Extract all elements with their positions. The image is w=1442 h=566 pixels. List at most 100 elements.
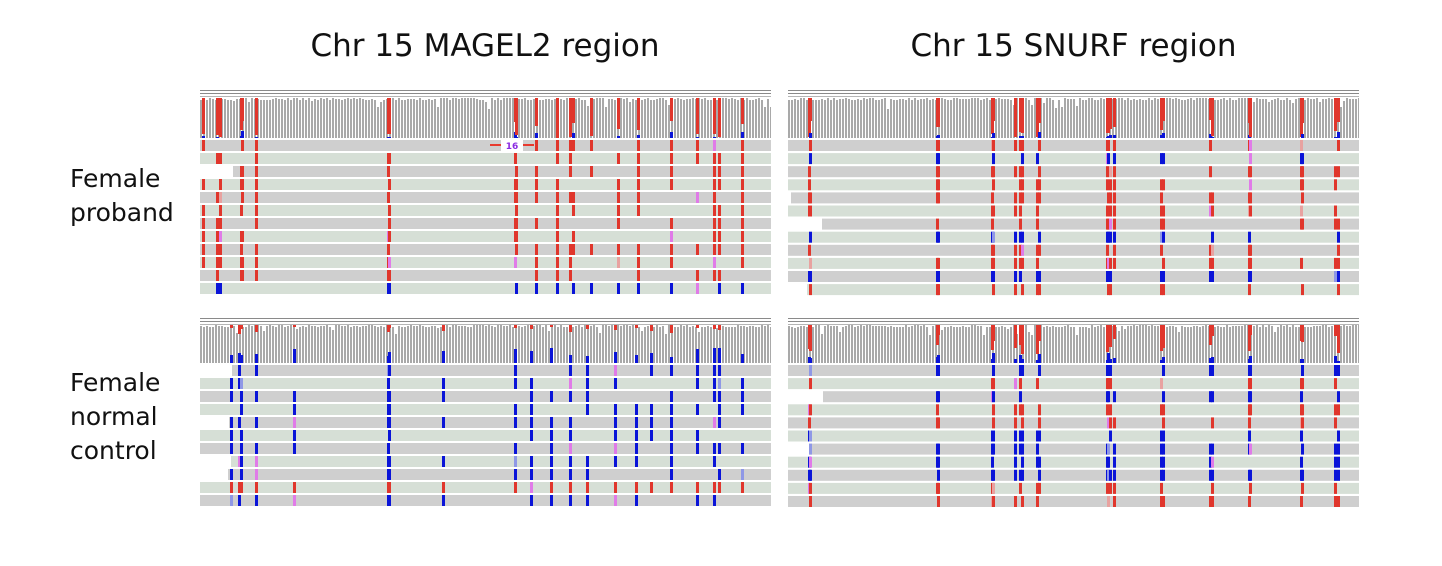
coverage-bar bbox=[920, 99, 922, 138]
coverage-bar bbox=[599, 98, 601, 138]
coverage-bar bbox=[500, 100, 502, 138]
coverage-unmethylated bbox=[1107, 136, 1110, 138]
coverage-bar bbox=[977, 98, 979, 138]
methylation-call bbox=[230, 469, 233, 480]
coverage-methylated bbox=[572, 98, 575, 123]
methylation-call bbox=[1211, 417, 1214, 429]
read-bar bbox=[788, 231, 1359, 243]
methylation-call bbox=[569, 378, 572, 389]
coverage-unmethylated bbox=[670, 357, 673, 363]
coverage-bar bbox=[833, 98, 835, 138]
coverage-bar bbox=[812, 100, 814, 138]
coverage-bar bbox=[485, 102, 487, 138]
methylation-call bbox=[937, 443, 940, 455]
methylation-call bbox=[535, 244, 538, 255]
methylation-call bbox=[670, 244, 673, 255]
read-bar bbox=[200, 205, 771, 216]
coverage-bar bbox=[1028, 332, 1030, 363]
coverage-bar bbox=[461, 326, 463, 363]
methylation-call bbox=[650, 365, 653, 376]
methylation-call bbox=[238, 495, 241, 506]
methylation-call bbox=[937, 257, 940, 269]
methylation-call bbox=[556, 179, 559, 190]
coverage-unmethylated bbox=[1021, 136, 1024, 138]
methylation-call bbox=[1107, 205, 1110, 217]
methylation-call bbox=[1248, 496, 1251, 507]
coverage-bar bbox=[1238, 98, 1240, 138]
coverage-bar bbox=[1001, 326, 1003, 363]
methylation-call bbox=[388, 218, 391, 229]
coverage-unmethylated bbox=[1249, 356, 1252, 363]
row-label-control-line3: control bbox=[70, 436, 157, 465]
coverage-methylated bbox=[650, 325, 653, 331]
coverage-bar bbox=[527, 100, 529, 138]
track-panel-snurf-control bbox=[788, 318, 1359, 512]
coverage-bar bbox=[914, 325, 916, 363]
methylation-call bbox=[992, 482, 995, 494]
coverage-bar bbox=[614, 327, 616, 363]
methylation-call bbox=[635, 456, 638, 467]
coverage-bar bbox=[1232, 326, 1234, 363]
methylation-call bbox=[696, 244, 699, 255]
methylation-call bbox=[586, 365, 589, 376]
methylation-call bbox=[937, 231, 940, 243]
coverage-bar bbox=[248, 102, 250, 138]
methylation-call bbox=[1038, 417, 1041, 429]
coverage-bar bbox=[1295, 327, 1297, 363]
coverage-bar bbox=[791, 327, 793, 363]
methylation-call bbox=[1301, 378, 1304, 390]
methylation-call bbox=[569, 482, 572, 493]
methylation-call bbox=[586, 404, 589, 415]
read-bar bbox=[200, 283, 771, 294]
coverage-bar bbox=[875, 326, 877, 363]
coverage-bar bbox=[869, 98, 871, 138]
methylation-call bbox=[696, 404, 699, 415]
coverage-bar bbox=[854, 100, 856, 138]
coverage-bar bbox=[587, 106, 589, 138]
coverage-bar bbox=[494, 100, 496, 138]
methylation-call bbox=[530, 391, 533, 402]
coverage-bar bbox=[1328, 98, 1330, 138]
coverage-bar bbox=[1199, 327, 1201, 363]
coverage-bar bbox=[317, 327, 319, 363]
methylation-call bbox=[240, 205, 243, 216]
coverage-bar bbox=[476, 99, 478, 138]
methylation-call bbox=[1038, 140, 1041, 151]
coverage-methylated bbox=[1337, 325, 1340, 353]
methylation-call bbox=[1106, 482, 1109, 494]
methylation-call bbox=[1162, 257, 1165, 269]
read-bar bbox=[200, 443, 771, 454]
methylation-call bbox=[1113, 496, 1116, 507]
coverage-bar bbox=[848, 99, 850, 138]
coverage-bar bbox=[581, 327, 583, 363]
coverage-unmethylated bbox=[1019, 355, 1022, 363]
coverage-bar bbox=[677, 98, 679, 138]
methylation-call bbox=[293, 495, 296, 506]
coverage-bar bbox=[1322, 99, 1324, 138]
methylation-call bbox=[550, 495, 553, 506]
coverage-bar bbox=[1100, 98, 1102, 138]
coverage-bar bbox=[257, 325, 259, 363]
read-bar bbox=[232, 365, 771, 376]
coverage-bar bbox=[437, 328, 439, 363]
coverage-bar bbox=[245, 98, 247, 138]
methylation-call bbox=[388, 179, 391, 190]
methylation-call bbox=[216, 192, 219, 203]
coverage-unmethylated bbox=[514, 349, 517, 363]
methylation-call bbox=[1211, 205, 1214, 217]
coverage-bar bbox=[1268, 102, 1270, 138]
read-bar bbox=[228, 469, 771, 480]
methylation-call bbox=[696, 443, 699, 454]
methylation-call bbox=[1021, 140, 1024, 151]
coverage-bar bbox=[656, 325, 658, 363]
methylation-call bbox=[741, 192, 744, 203]
coverage-bar bbox=[551, 327, 553, 363]
coverage-bar bbox=[953, 327, 955, 363]
methylation-call bbox=[515, 179, 518, 190]
methylation-call bbox=[670, 140, 673, 151]
coverage-bar bbox=[968, 99, 970, 138]
read-bar bbox=[788, 482, 1359, 494]
coverage-bar bbox=[443, 325, 445, 363]
coverage-bar bbox=[545, 325, 547, 363]
methylation-call bbox=[241, 231, 244, 242]
